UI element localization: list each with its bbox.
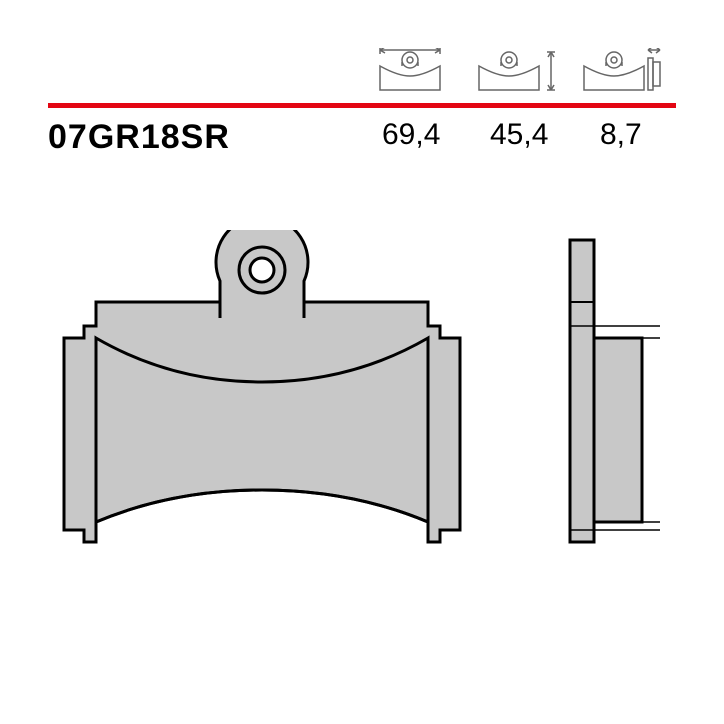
- height-dimension-icon: [467, 48, 559, 101]
- tab-hole-inner: [250, 258, 274, 282]
- side-friction-material: [594, 338, 642, 522]
- product-diagram-canvas: { "part_number": "07GR18SR", "dimensions…: [0, 0, 724, 724]
- side-backing-plate: [570, 240, 594, 542]
- part-number: 07GR18SR: [48, 118, 230, 157]
- dimension-icons-row: [362, 48, 674, 90]
- divider-line: [48, 95, 676, 100]
- dimension-thickness-value: 8,7: [600, 118, 642, 152]
- technical-drawing: [62, 230, 662, 590]
- thickness-dimension-icon: [572, 48, 664, 101]
- dimension-width-value: 69,4: [382, 118, 440, 152]
- front-view-group: [64, 230, 460, 542]
- side-view-group: [570, 240, 660, 542]
- dimension-height-value: 45,4: [490, 118, 548, 152]
- width-dimension-icon: [362, 48, 454, 101]
